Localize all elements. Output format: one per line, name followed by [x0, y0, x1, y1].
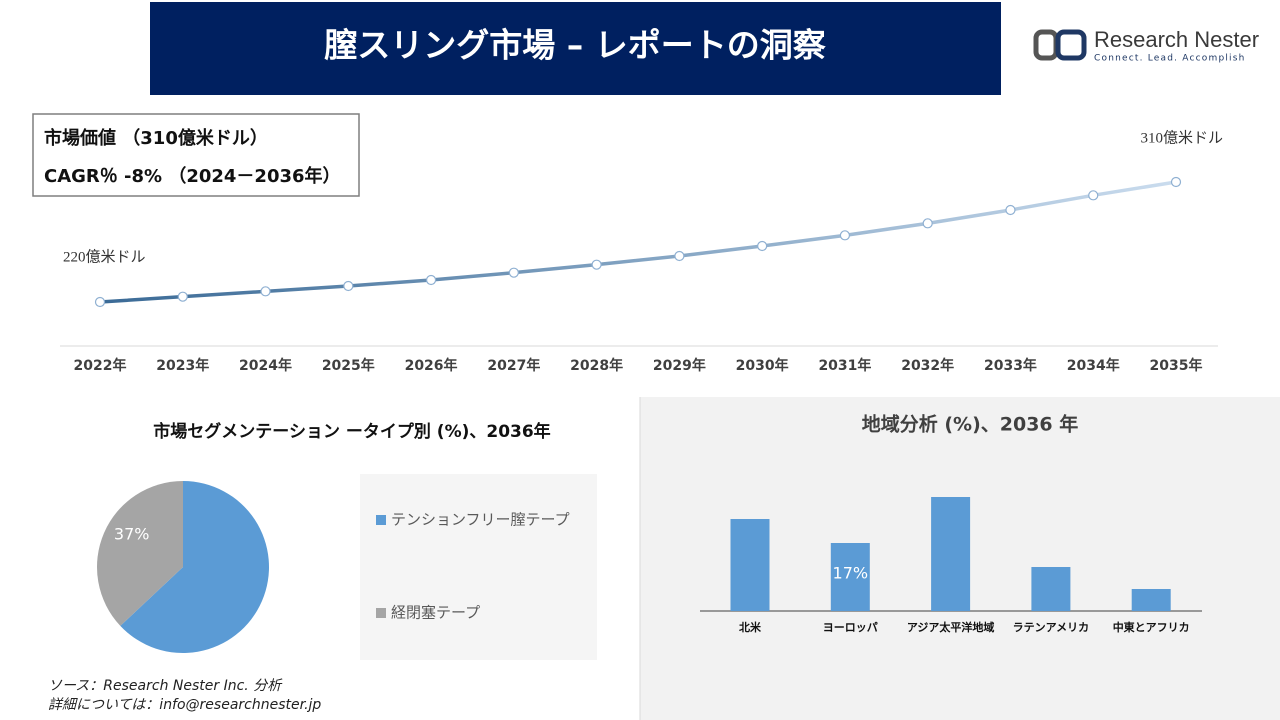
bar: [730, 519, 770, 611]
x-tick-label: 2035年: [1150, 357, 1203, 374]
value-label: 17%: [833, 564, 869, 583]
legend-label: テンションフリー膣テープ: [391, 511, 570, 529]
footer-contact: 詳細については：info@researchnester.jp: [48, 697, 321, 713]
x-tick-label: 2022年: [74, 357, 127, 374]
legend-label: 経閉塞テープ: [391, 604, 480, 622]
value-label: 310億米ドル: [1140, 129, 1223, 146]
value-label: 37%: [114, 524, 150, 543]
point: [591, 259, 602, 270]
x-tick-label: 2034年: [1067, 357, 1120, 374]
logo-icon: [1033, 29, 1059, 61]
x-tick-label: アジア太平洋地域: [907, 620, 995, 634]
value-label: 220億米ドル: [63, 248, 146, 265]
logo-name: Research Nester: [1094, 27, 1259, 52]
pie-slice: [97, 481, 183, 626]
bar: [830, 543, 870, 611]
x-tick-label: 2027年: [487, 357, 540, 374]
x-tick-label: 2023年: [156, 357, 209, 374]
line: [99, 180, 1177, 304]
bar: [1031, 567, 1071, 611]
x-tick-label: 2029年: [653, 357, 706, 374]
x-tick-label: 2024年: [239, 357, 292, 374]
header-title: 膣スリング市場 – レポートの洞察: [324, 26, 825, 65]
point: [425, 274, 437, 286]
point: [922, 218, 933, 229]
x-tick-label: 2030年: [736, 357, 789, 374]
point: [1005, 204, 1016, 216]
point: [1088, 190, 1099, 201]
point: [260, 286, 271, 297]
kpi-market-value: 市場価値 （310億米ドル）: [44, 127, 268, 149]
point: [94, 296, 106, 308]
point: [508, 267, 519, 278]
point: [757, 240, 768, 252]
x-tick-label: 2025年: [322, 357, 375, 374]
header-bar: [150, 2, 1001, 95]
x-tick-label: ヨーロッパ: [823, 621, 878, 634]
legend-swatch: [376, 515, 386, 525]
point: [1170, 176, 1182, 188]
x-tick-label: ラテンアメリカ: [1013, 621, 1089, 634]
kpi-cagr: CAGR％ -8% （2024－2036年）: [44, 165, 341, 187]
logo-tagline: Connect. Lead. Accomplish: [1094, 54, 1246, 64]
x-tick-label: 北米: [739, 620, 762, 634]
pie-title: 市場セグメンテーション ータイプ別 (%)、2036年: [153, 421, 550, 442]
point: [343, 280, 354, 292]
legend-box: [360, 474, 597, 660]
x-tick-label: 2032年: [901, 357, 954, 374]
kpi-box: [32, 113, 360, 197]
x-tick-label: 2031年: [818, 357, 871, 374]
footer-source: ソース：Research Nester Inc. 分析: [48, 678, 283, 694]
pie-slice: [120, 481, 270, 653]
x-tick-label: 中東とアフリカ: [1113, 620, 1190, 634]
point: [177, 291, 188, 302]
point: [674, 250, 685, 262]
point: [839, 230, 851, 241]
x-tick-label: 2026年: [405, 357, 458, 374]
x-tick-label: 2028年: [570, 357, 623, 374]
bar-title: 地域分析 (%)、2036 年: [862, 413, 1079, 436]
bar: [931, 497, 971, 611]
x-tick-label: 2033年: [984, 357, 1037, 374]
legend-swatch: [376, 608, 386, 618]
logo-icon: [1055, 29, 1087, 61]
logo: Research Nester Connect. Lead. Accomplis…: [1033, 27, 1259, 64]
bar: [1131, 589, 1171, 611]
